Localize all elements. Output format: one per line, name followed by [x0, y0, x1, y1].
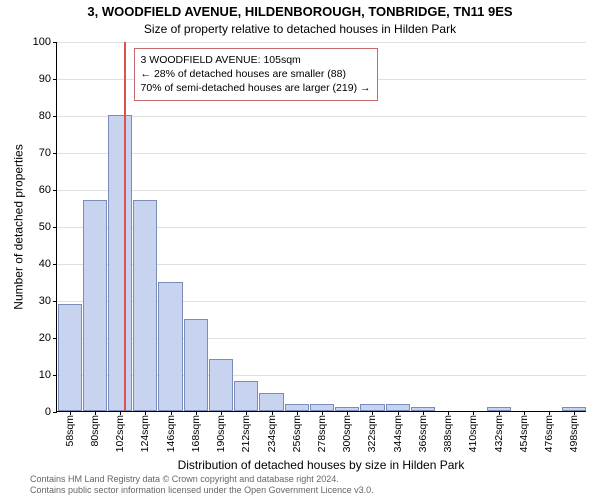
- xtick-label: 476sqm: [543, 415, 555, 452]
- ytick-mark: [53, 338, 57, 339]
- xtick-label: 58sqm: [64, 415, 76, 447]
- ytick-label: 0: [45, 406, 51, 418]
- ytick-label: 70: [39, 147, 51, 159]
- xtick-label: 212sqm: [240, 415, 252, 452]
- bar: [360, 404, 384, 411]
- xtick-label: 366sqm: [417, 415, 429, 452]
- annotation-line: 70% of semi-detached houses are larger (…: [141, 81, 371, 95]
- ytick-mark: [53, 375, 57, 376]
- chart-title-sub: Size of property relative to detached ho…: [0, 22, 600, 36]
- annotation-box: 3 WOODFIELD AVENUE: 105sqm← 28% of detac…: [134, 48, 378, 101]
- y-axis-title: Number of detached properties: [12, 42, 26, 412]
- xtick-label: 344sqm: [392, 415, 404, 452]
- xtick-label: 124sqm: [139, 415, 151, 452]
- ytick-mark: [53, 301, 57, 302]
- bar: [184, 319, 208, 412]
- x-axis-title: Distribution of detached houses by size …: [56, 458, 586, 472]
- bar: [234, 381, 258, 411]
- ytick-mark: [53, 116, 57, 117]
- ytick-label: 20: [39, 332, 51, 344]
- ytick-label: 100: [33, 36, 51, 48]
- annotation-line: ← 28% of detached houses are smaller (88…: [141, 67, 371, 81]
- ytick-mark: [53, 412, 57, 413]
- annotation-line: 3 WOODFIELD AVENUE: 105sqm: [141, 53, 371, 67]
- ytick-label: 60: [39, 184, 51, 196]
- bar: [158, 282, 182, 412]
- bar: [310, 404, 334, 411]
- ytick-mark: [53, 42, 57, 43]
- ytick-label: 50: [39, 221, 51, 233]
- xtick-label: 146sqm: [165, 415, 177, 452]
- bar: [285, 404, 309, 411]
- gridline: [57, 42, 586, 43]
- xtick-label: 190sqm: [215, 415, 227, 452]
- ytick-mark: [53, 190, 57, 191]
- ytick-mark: [53, 264, 57, 265]
- xtick-label: 256sqm: [291, 415, 303, 452]
- bar: [108, 115, 132, 411]
- chart-container: 3, WOODFIELD AVENUE, HILDENBOROUGH, TONB…: [0, 0, 600, 500]
- attribution-text: Contains HM Land Registry data © Crown c…: [30, 474, 374, 496]
- xtick-label: 168sqm: [190, 415, 202, 452]
- bar: [58, 304, 82, 411]
- bar: [133, 200, 157, 411]
- gridline: [57, 153, 586, 154]
- xtick-label: 454sqm: [518, 415, 530, 452]
- xtick-label: 432sqm: [493, 415, 505, 452]
- ytick-mark: [53, 79, 57, 80]
- marker-line: [124, 42, 126, 411]
- xtick-label: 234sqm: [266, 415, 278, 452]
- bar: [259, 393, 283, 412]
- bar: [83, 200, 107, 411]
- xtick-label: 300sqm: [341, 415, 353, 452]
- xtick-label: 80sqm: [89, 415, 101, 447]
- ytick-mark: [53, 227, 57, 228]
- plot-area: 010203040506070809010058sqm80sqm102sqm12…: [56, 42, 586, 412]
- ytick-label: 40: [39, 258, 51, 270]
- bar: [386, 404, 410, 411]
- ytick-label: 30: [39, 295, 51, 307]
- xtick-label: 278sqm: [316, 415, 328, 452]
- ytick-label: 10: [39, 369, 51, 381]
- xtick-label: 410sqm: [467, 415, 479, 452]
- ytick-mark: [53, 153, 57, 154]
- bar: [209, 359, 233, 411]
- ytick-label: 90: [39, 73, 51, 85]
- xtick-label: 322sqm: [366, 415, 378, 452]
- xtick-label: 102sqm: [114, 415, 126, 452]
- xtick-label: 498sqm: [568, 415, 580, 452]
- xtick-label: 388sqm: [442, 415, 454, 452]
- gridline: [57, 190, 586, 191]
- chart-title-main: 3, WOODFIELD AVENUE, HILDENBOROUGH, TONB…: [0, 4, 600, 19]
- gridline: [57, 116, 586, 117]
- ytick-label: 80: [39, 110, 51, 122]
